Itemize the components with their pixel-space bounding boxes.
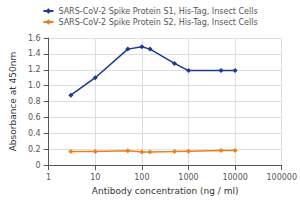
- svg-text:10000: 10000: [222, 173, 247, 182]
- svg-text:Absorbance at 450nm: Absorbance at 450nm: [8, 52, 18, 152]
- svg-text:100000: 100000: [266, 173, 297, 182]
- svg-text:1.4: 1.4: [28, 49, 41, 58]
- svg-text:0.6: 0.6: [28, 113, 41, 122]
- svg-text:1.0: 1.0: [28, 81, 41, 90]
- svg-text:Antibody concentration (ng / m: Antibody concentration (ng / ml): [92, 186, 239, 196]
- svg-text:10: 10: [90, 173, 100, 182]
- svg-text:1: 1: [46, 173, 51, 182]
- svg-text:0: 0: [36, 161, 41, 170]
- svg-text:0.2: 0.2: [28, 145, 41, 154]
- svg-text:1000: 1000: [178, 173, 198, 182]
- svg-text:100: 100: [134, 173, 149, 182]
- svg-text:SARS-CoV-2 Spike Protein S1, H: SARS-CoV-2 Spike Protein S1, His-Tag, In…: [58, 7, 257, 16]
- svg-text:0.8: 0.8: [28, 97, 41, 106]
- svg-text:SARS-CoV-2 Spike Protein S2, H: SARS-CoV-2 Spike Protein S2, His-Tag, In…: [58, 18, 257, 27]
- svg-text:0.4: 0.4: [28, 129, 41, 138]
- svg-text:1.6: 1.6: [28, 34, 41, 43]
- svg-text:1.2: 1.2: [28, 65, 41, 74]
